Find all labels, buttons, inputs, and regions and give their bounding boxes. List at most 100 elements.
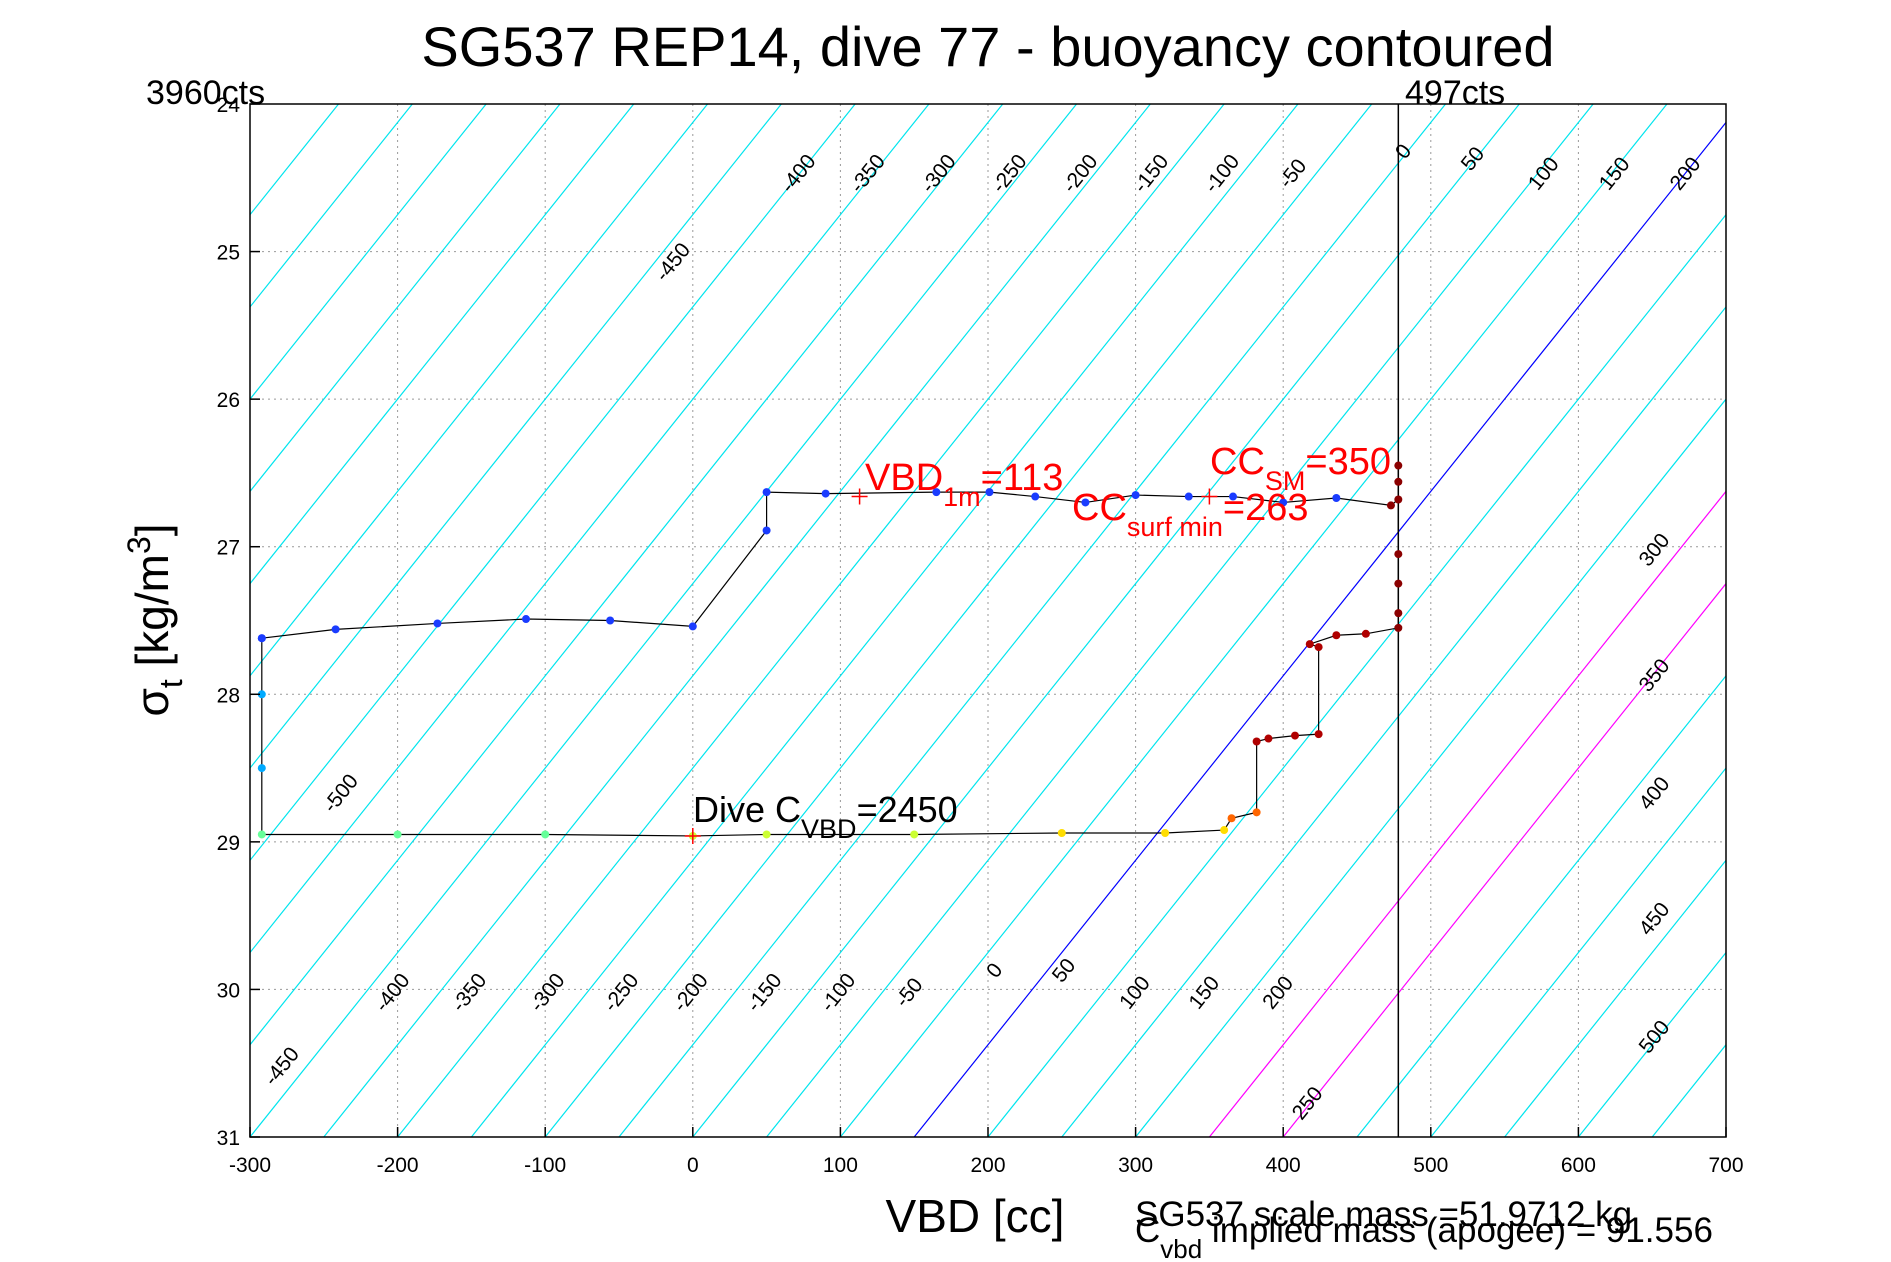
y-label-sigma: σ (126, 688, 178, 716)
implied-mass-text: Cvbd implied mass (apogee) = 91.556 (1135, 1211, 1713, 1262)
contour-label: 200 (1258, 972, 1298, 1014)
x-tick-label: 300 (1118, 1154, 1153, 1177)
profile-point (393, 830, 402, 839)
right-count-label: 497cts (1405, 74, 1505, 112)
profile-point (1264, 734, 1273, 743)
profile-point (1057, 829, 1066, 838)
contour-line-cyan (250, 104, 1078, 1137)
profile-point (1394, 550, 1403, 559)
x-tick-label: 0 (687, 1154, 699, 1177)
vbd-1m-annotation: VBD1m=113 (865, 457, 1063, 512)
contour-label: 400 (1635, 773, 1675, 815)
profile-point (257, 830, 266, 839)
profile-point (1031, 492, 1040, 501)
profile-point (762, 526, 771, 535)
contour-line-cyan (766, 104, 1594, 1137)
contour-line-cyan (987, 213, 1726, 1137)
contour-line-cyan (470, 104, 1299, 1137)
svg-text:σt [kg/m3]: σt [kg/m3] (121, 523, 189, 716)
contour-label: 150 (1595, 153, 1635, 195)
profile-point (541, 830, 550, 839)
x-tick-label: 500 (1413, 1154, 1448, 1177)
profile-point (1394, 461, 1403, 470)
y-tick-label: 30 (217, 979, 240, 1002)
profile-point (762, 830, 771, 839)
reference-marker (1201, 488, 1218, 505)
contour-line-cyan (1504, 859, 1726, 1137)
contour-line-cyan (250, 104, 782, 770)
profile-point (1131, 491, 1140, 500)
contour-label: -350 (846, 150, 890, 197)
y-axis-label: σt [kg/m3] (121, 523, 189, 716)
contour-label: 500 (1635, 1016, 1675, 1058)
profile-point (1361, 629, 1370, 638)
contour-line-cyan (1577, 951, 1726, 1137)
profile-point (910, 830, 919, 839)
profile-point (1081, 498, 1090, 507)
contour-line-cyan (1874, 104, 1891, 1137)
contour-line-cyan (1356, 674, 1726, 1137)
contour-label: 50 (1048, 954, 1081, 987)
contour-labels: -450-400 -350 -300 -250 -200 -150 -100 -500 50 10… (260, 140, 1706, 1124)
contour-label: -200 (669, 969, 713, 1016)
y-tick-label: 29 (217, 832, 240, 855)
y-tick-label: 24 (217, 94, 241, 117)
profile-point (1220, 826, 1229, 835)
profile-point (1394, 623, 1403, 632)
y-tick-label: 25 (217, 242, 240, 265)
contour-line-cyan (1800, 104, 1891, 1137)
profile-point (1161, 829, 1170, 838)
contour-label: 100 (1524, 153, 1564, 195)
x-tick-label: 200 (970, 1154, 1005, 1177)
profile-point (1394, 477, 1403, 486)
contour-label: -300 (917, 150, 961, 197)
profile-point (985, 488, 994, 497)
x-tick-label: 700 (1708, 1154, 1743, 1177)
buoyancy-contours (250, 104, 1891, 1137)
contour-label: -250 (987, 150, 1031, 197)
contour-label: -200 (1058, 150, 1102, 197)
axis-ticks: -300 -200 -100 0 100 200 300 400 500 600 700242526… (217, 94, 1744, 1177)
contour-line-cyan (250, 104, 487, 401)
profile-point (522, 615, 531, 624)
contour-label: -350 (447, 969, 491, 1016)
profile-point (1332, 631, 1341, 640)
cc-surf-min-annotation: CCsurf min=263 (1072, 487, 1309, 542)
contour-label: 450 (1635, 898, 1675, 940)
profile-point (257, 764, 266, 773)
x-axis-label: VBD [cc] (886, 1190, 1065, 1242)
contour-line-cyan (1725, 1136, 1726, 1137)
contour-label: -100 (816, 969, 860, 1016)
profile-point (1184, 492, 1193, 501)
y-label-sup: 3 (121, 536, 157, 554)
scale-mass-text: SG537 scale mass =51.9712 kg (1135, 1195, 1632, 1234)
y-tick-label: 27 (217, 537, 240, 560)
reference-marker (684, 827, 701, 844)
contour-line-cyan (250, 104, 561, 493)
contour-label: -500 (319, 770, 363, 817)
contour-line-cyan (250, 104, 635, 585)
contour-label: -400 (370, 969, 414, 1016)
profile-point (1252, 808, 1261, 817)
contour-line-cyan (1061, 305, 1726, 1137)
y-tick-label: 28 (217, 684, 240, 707)
contour-label: 150 (1184, 972, 1224, 1014)
profile-point (1314, 643, 1323, 652)
profile-point (1314, 730, 1323, 739)
profile-point (1229, 492, 1238, 501)
contour-label: -100 (1200, 150, 1244, 197)
contour-label: -250 (599, 969, 643, 1016)
y-label-close: ] (126, 523, 178, 536)
contour-line-cyan (1651, 1043, 1726, 1137)
profile-point (1394, 609, 1403, 618)
y-tick-label: 31 (217, 1127, 240, 1150)
contour-label: 100 (1115, 972, 1155, 1014)
left-count-label: 3960cts (146, 74, 265, 112)
contour-label: -150 (742, 969, 786, 1016)
profile-point (1227, 814, 1236, 823)
x-tick-label: 100 (823, 1154, 858, 1177)
profile-point (688, 622, 697, 631)
x-tick-label: 600 (1561, 1154, 1596, 1177)
contour-label: 0 (982, 959, 1007, 982)
